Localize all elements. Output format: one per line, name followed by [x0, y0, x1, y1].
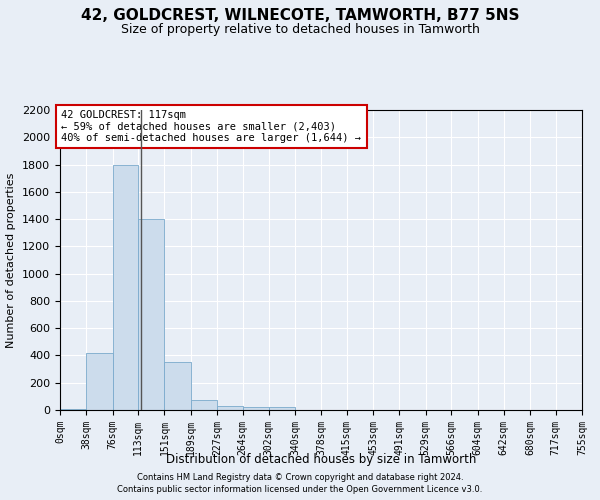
- Bar: [60, 408, 86, 410]
- Bar: [164, 362, 191, 410]
- Bar: [242, 408, 269, 410]
- Text: Contains HM Land Registry data © Crown copyright and database right 2024.: Contains HM Land Registry data © Crown c…: [137, 472, 463, 482]
- Y-axis label: Number of detached properties: Number of detached properties: [7, 172, 16, 348]
- Text: Distribution of detached houses by size in Tamworth: Distribution of detached houses by size …: [166, 452, 476, 466]
- Text: Size of property relative to detached houses in Tamworth: Size of property relative to detached ho…: [121, 22, 479, 36]
- Text: 42, GOLDCREST, WILNECOTE, TAMWORTH, B77 5NS: 42, GOLDCREST, WILNECOTE, TAMWORTH, B77 …: [81, 8, 519, 22]
- Text: 42 GOLDCREST: 117sqm
← 59% of detached houses are smaller (2,403)
40% of semi-de: 42 GOLDCREST: 117sqm ← 59% of detached h…: [61, 110, 361, 143]
- Text: Contains public sector information licensed under the Open Government Licence v3: Contains public sector information licen…: [118, 485, 482, 494]
- Bar: [86, 352, 113, 410]
- Bar: [217, 406, 242, 410]
- Bar: [138, 219, 164, 410]
- Bar: [113, 164, 138, 410]
- Bar: [269, 408, 295, 410]
- Bar: [191, 400, 217, 410]
